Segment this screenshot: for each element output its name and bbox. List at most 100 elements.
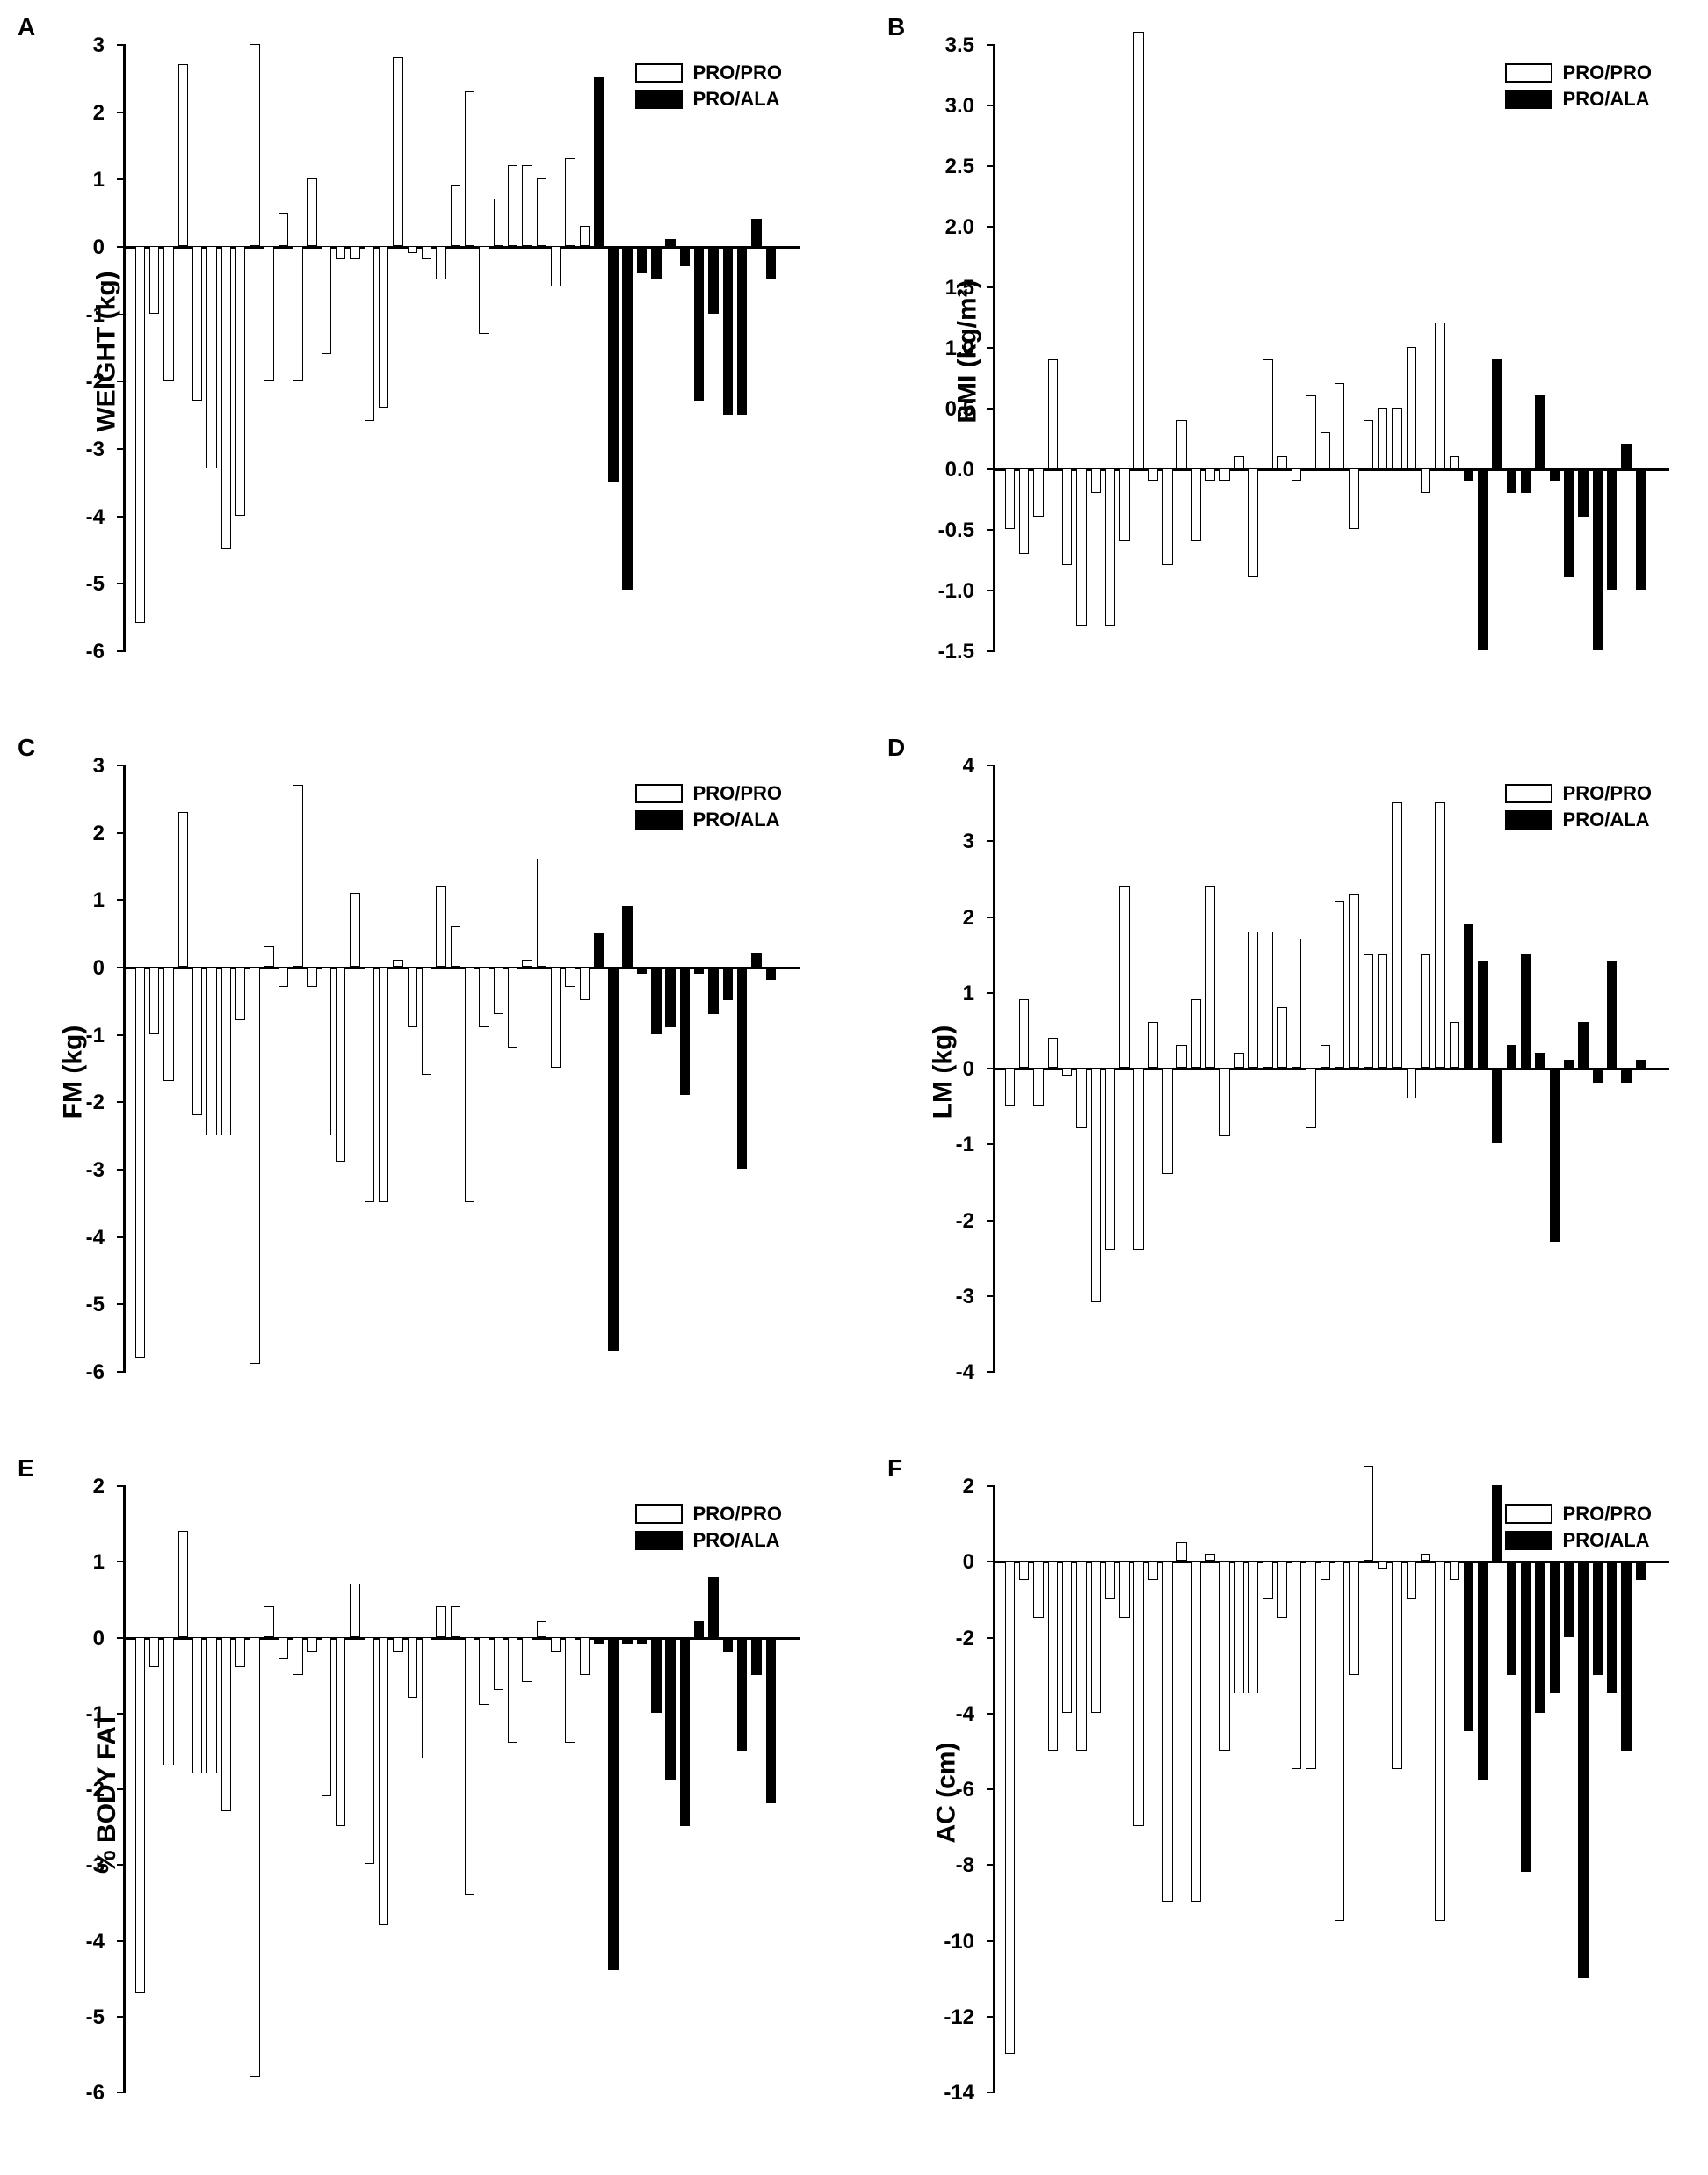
bar xyxy=(1550,1068,1560,1242)
y-tick: -6 xyxy=(987,1788,995,1790)
bar xyxy=(737,967,747,1169)
y-tick-label: 0 xyxy=(963,1057,974,1082)
bar xyxy=(1191,468,1201,541)
legend-swatch xyxy=(635,1504,683,1524)
bar xyxy=(149,1637,159,1668)
bar xyxy=(1162,1068,1172,1174)
y-tick-label: -3 xyxy=(956,1285,974,1309)
bar xyxy=(766,967,776,980)
y-tick: -1.0 xyxy=(987,590,995,591)
legend-row: PRO/ALA xyxy=(1505,808,1652,831)
legend-row: PRO/PRO xyxy=(635,782,782,805)
legend-swatch xyxy=(1505,1531,1552,1550)
y-tick-label: -4 xyxy=(86,1226,105,1251)
y-tick-label: -4 xyxy=(86,505,105,530)
bar xyxy=(751,1637,761,1675)
bar xyxy=(1550,1561,1560,1693)
legend-label: PRO/ALA xyxy=(1563,88,1650,111)
bar xyxy=(1478,1561,1487,1780)
bar xyxy=(307,967,316,987)
y-tick: 1 xyxy=(117,1561,126,1562)
bar xyxy=(1450,456,1459,468)
bar xyxy=(1478,961,1487,1068)
y-tick-label: -14 xyxy=(944,2081,974,2106)
bar xyxy=(264,946,273,967)
y-tick-label: 3 xyxy=(963,830,974,854)
y-tick: -1 xyxy=(117,314,126,315)
y-tick: 0 xyxy=(987,1068,995,1069)
y-tick: 2 xyxy=(117,112,126,113)
legend-swatch xyxy=(635,784,683,803)
bar xyxy=(1062,1561,1072,1713)
y-tick-label: -6 xyxy=(86,1360,105,1385)
bar xyxy=(1507,468,1516,493)
bar xyxy=(1407,1068,1416,1098)
legend-row: PRO/ALA xyxy=(1505,1529,1652,1552)
bar xyxy=(522,165,532,246)
y-tick: -2 xyxy=(987,1220,995,1222)
bar xyxy=(1578,1022,1588,1068)
y-tick-label: -1.0 xyxy=(938,579,974,604)
bar xyxy=(192,246,202,401)
y-tick: -6 xyxy=(117,650,126,652)
bar xyxy=(680,1637,690,1827)
legend: PRO/PROPRO/ALA xyxy=(635,1503,782,1555)
bar xyxy=(1435,1561,1444,1921)
bar xyxy=(307,178,316,246)
y-tick-label: -1 xyxy=(956,1133,974,1157)
bar xyxy=(178,64,188,246)
bar xyxy=(365,246,374,421)
y-tick-label: 1.5 xyxy=(945,276,974,301)
bar xyxy=(522,1637,532,1683)
bar xyxy=(694,967,704,974)
y-tick-label: 2.0 xyxy=(945,215,974,240)
y-tick-label: -6 xyxy=(956,1778,974,1802)
y-tick: 3 xyxy=(117,765,126,766)
bar xyxy=(1621,1561,1631,1751)
bar xyxy=(1105,1068,1115,1250)
bar xyxy=(149,246,159,314)
bar xyxy=(1392,802,1401,1068)
bar xyxy=(1464,468,1473,481)
chart-area: -14-12-10-8-6-4-202PRO/PROPRO/ALA xyxy=(993,1485,1669,2092)
y-tick: 1 xyxy=(117,899,126,901)
y-tick-label: 0 xyxy=(93,236,105,260)
y-tick-label: -3 xyxy=(86,438,105,462)
bar xyxy=(1535,395,1545,468)
y-tick-label: -2 xyxy=(86,1778,105,1802)
bar xyxy=(766,246,776,279)
legend-row: PRO/PRO xyxy=(1505,62,1652,84)
bar xyxy=(651,246,661,279)
legend-swatch xyxy=(635,90,683,109)
y-tick: -2 xyxy=(117,381,126,382)
bar xyxy=(1450,1561,1459,1580)
bar xyxy=(1162,1561,1172,1902)
bar xyxy=(1392,408,1401,468)
chart-area: -6-5-4-3-2-10123PRO/PROPRO/ALA xyxy=(123,765,800,1371)
bar xyxy=(594,1637,604,1645)
bar xyxy=(622,1637,632,1645)
bar xyxy=(1421,1554,1430,1562)
bar xyxy=(250,967,259,1364)
bar xyxy=(1234,1561,1244,1693)
y-tick: 1 xyxy=(117,178,126,180)
y-tick-label: -2 xyxy=(956,1627,974,1651)
bar xyxy=(723,246,733,415)
bar xyxy=(1607,1561,1617,1693)
bar xyxy=(422,246,431,259)
bar xyxy=(1005,468,1015,529)
bar xyxy=(1392,1561,1401,1769)
bar xyxy=(1148,1561,1158,1580)
y-tick: -2 xyxy=(117,1788,126,1790)
y-tick-label: 1 xyxy=(963,982,974,1006)
legend-row: PRO/PRO xyxy=(635,62,782,84)
bar xyxy=(135,967,145,1358)
bar xyxy=(1205,1554,1215,1562)
chart-area: -6-5-4-3-2-1012PRO/PROPRO/ALA xyxy=(123,1485,800,2092)
bar xyxy=(336,967,345,1162)
panel-E: E% BODY FAT-6-5-4-3-2-1012PRO/PROPRO/ALA xyxy=(18,1459,817,2127)
bar xyxy=(1048,359,1058,468)
bar xyxy=(651,967,661,1034)
bar xyxy=(1219,468,1229,481)
bar xyxy=(1133,1068,1143,1250)
